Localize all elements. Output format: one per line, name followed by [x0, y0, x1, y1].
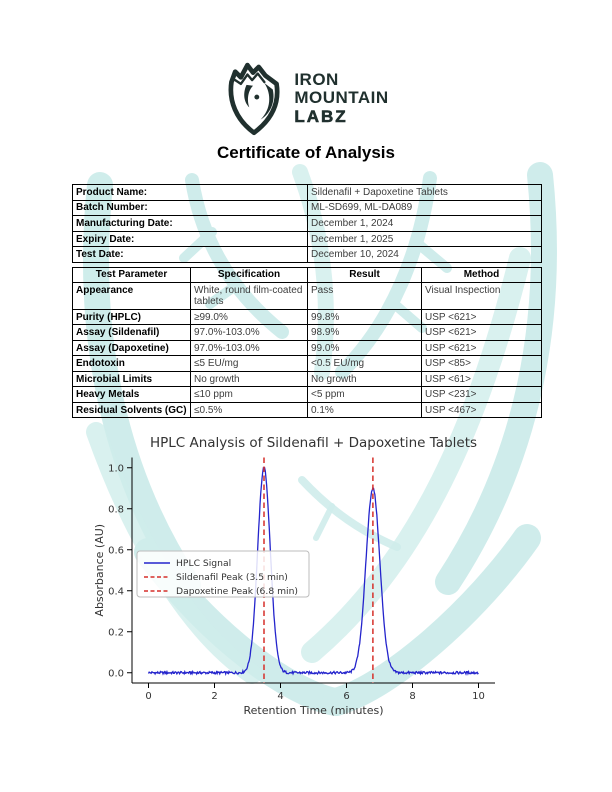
- brand-line-labz: LABZ: [294, 106, 348, 126]
- batch-number-label: Batch Number:: [72, 199, 308, 217]
- header-method: Method: [421, 267, 542, 283]
- header-test-parameter: Test Parameter: [72, 267, 191, 283]
- table-row: Product Name: Sildenafil + Dapoxetine Ta…: [72, 184, 542, 201]
- cell-method: USP <61>: [421, 370, 542, 387]
- hplc-signal-line: [147, 466, 479, 677]
- cell-parameter: Residual Solvents (GC): [72, 401, 191, 418]
- x-tick-label: 2: [211, 691, 217, 702]
- y-tick-label: 0.8: [108, 504, 124, 515]
- cell-result: <0.5 EU/mg: [307, 355, 422, 372]
- manufacturing-date-label: Manufacturing Date:: [72, 215, 308, 232]
- cell-specification: White, round film-coated tablets: [190, 281, 308, 310]
- cell-parameter: Purity (HPLC): [72, 308, 191, 325]
- cell-specification: ≤0.5%: [190, 401, 308, 418]
- cell-method: Visual Inspection: [421, 281, 542, 310]
- brand-name: IRON MOUNTAIN LABZ: [294, 69, 389, 126]
- cell-result: Pass: [307, 281, 422, 310]
- y-tick-label: 0.6: [108, 545, 124, 556]
- x-tick-label: 0: [145, 691, 151, 702]
- cell-parameter: Endotoxin: [72, 355, 191, 372]
- y-tick-label: 0.4: [108, 586, 124, 597]
- y-tick-label: 1.0: [108, 463, 124, 474]
- table-row: Heavy Metals ≤10 ppm <5 ppm USP <231>: [72, 386, 542, 403]
- product-name-value: Sildenafil + Dapoxetine Tablets: [307, 184, 542, 201]
- cell-result: No growth: [307, 370, 422, 387]
- cell-specification: ≤10 ppm: [190, 386, 308, 403]
- x-tick-label: 8: [409, 691, 415, 702]
- table-row: Assay (Dapoxetine) 97.0%-103.0% 99.0% US…: [72, 339, 542, 356]
- table-row: Endotoxin ≤5 EU/mg <0.5 EU/mg USP <85>: [72, 355, 542, 372]
- test-results-table: Test Parameter Specification Result Meth…: [72, 267, 542, 418]
- product-info-table: Product Name: Sildenafil + Dapoxetine Ta…: [72, 184, 542, 263]
- expiry-date-label: Expiry Date:: [72, 230, 308, 248]
- test-date-label: Test Date:: [72, 246, 308, 263]
- cell-method: USP <231>: [421, 386, 542, 403]
- table-row: Appearance White, round film-coated tabl…: [72, 281, 542, 310]
- cell-method: USP <621>: [421, 339, 542, 356]
- cell-parameter: Assay (Sildenafil): [72, 324, 191, 341]
- table-row: Assay (Sildenafil) 97.0%-103.0% 98.9% US…: [72, 324, 542, 341]
- expiry-date-value: December 1, 2025: [307, 230, 542, 248]
- legend-label: Dapoxetine Peak (6.8 min): [176, 586, 298, 597]
- x-axis-label: Retention Time (minutes): [243, 704, 383, 717]
- cell-parameter: Microbial Limits: [72, 370, 191, 387]
- cell-parameter: Appearance: [72, 281, 191, 310]
- table-row: Expiry Date: December 1, 2025: [72, 230, 542, 248]
- manufacturing-date-value: December 1, 2024: [307, 215, 542, 232]
- header-specification: Specification: [190, 267, 308, 283]
- cell-parameter: Heavy Metals: [72, 386, 191, 403]
- brand-header: IRON MOUNTAIN LABZ: [0, 58, 612, 138]
- table-row: Batch Number: ML-SD699, ML-DA089: [72, 199, 542, 217]
- x-tick-label: 10: [472, 691, 485, 702]
- cell-specification: ≥99.0%: [190, 308, 308, 325]
- cell-specification: No growth: [190, 370, 308, 387]
- wolf-shield-logo-icon: [228, 62, 280, 136]
- x-tick-label: 4: [277, 691, 283, 702]
- product-name-label: Product Name:: [72, 184, 308, 201]
- y-axis-label: Absorbance (AU): [93, 524, 106, 617]
- y-tick-label: 0.2: [108, 627, 124, 638]
- cell-result: 99.8%: [307, 308, 422, 325]
- cell-result: <5 ppm: [307, 386, 422, 403]
- table-row: Purity (HPLC) ≥99.0% 99.8% USP <621>: [72, 308, 542, 325]
- table-row: Residual Solvents (GC) ≤0.5% 0.1% USP <4…: [72, 401, 542, 418]
- legend-label: HPLC Signal: [176, 558, 231, 569]
- cell-method: USP <85>: [421, 355, 542, 372]
- chart-title: HPLC Analysis of Sildenafil + Dapoxetine…: [150, 435, 477, 451]
- batch-number-value: ML-SD699, ML-DA089: [307, 199, 542, 217]
- legend-label: Sildenafil Peak (3.5 min): [176, 572, 288, 583]
- table-row: Manufacturing Date: December 1, 2024: [72, 215, 542, 232]
- test-date-value: December 10, 2024: [307, 246, 542, 263]
- cell-specification: 97.0%-103.0%: [190, 339, 308, 356]
- header-result: Result: [307, 267, 422, 283]
- cell-result: 0.1%: [307, 401, 422, 418]
- cell-result: 99.0%: [307, 339, 422, 356]
- page-title: Certificate of Analysis: [217, 143, 395, 162]
- y-tick-label: 0.0: [108, 668, 124, 679]
- x-tick-label: 6: [343, 691, 349, 702]
- chart-legend: HPLC Signal Sildenafil Peak (3.5 min) Dapo…: [136, 550, 310, 598]
- table-row: Microbial Limits No growth No growth USP…: [72, 370, 542, 387]
- cell-method: USP <621>: [421, 308, 542, 325]
- cell-method: USP <621>: [421, 324, 542, 341]
- table-row: Test Date: December 10, 2024: [72, 246, 542, 263]
- brand-line-mountain: MOUNTAIN: [294, 87, 389, 107]
- cell-specification: 97.0%-103.0%: [190, 324, 308, 341]
- cell-specification: ≤5 EU/mg: [190, 355, 308, 372]
- cell-parameter: Assay (Dapoxetine): [72, 339, 191, 356]
- cell-result: 98.9%: [307, 324, 422, 341]
- cell-method: USP <467>: [421, 401, 542, 418]
- table-header-row: Test Parameter Specification Result Meth…: [72, 267, 542, 283]
- brand-line-iron: IRON: [294, 69, 339, 89]
- hplc-chromatogram-chart: 0.0 0.2 0.4 0.6 0.8 1.0 0 2 4 6 8 10 HPLC Analysis o…: [0, 430, 612, 730]
